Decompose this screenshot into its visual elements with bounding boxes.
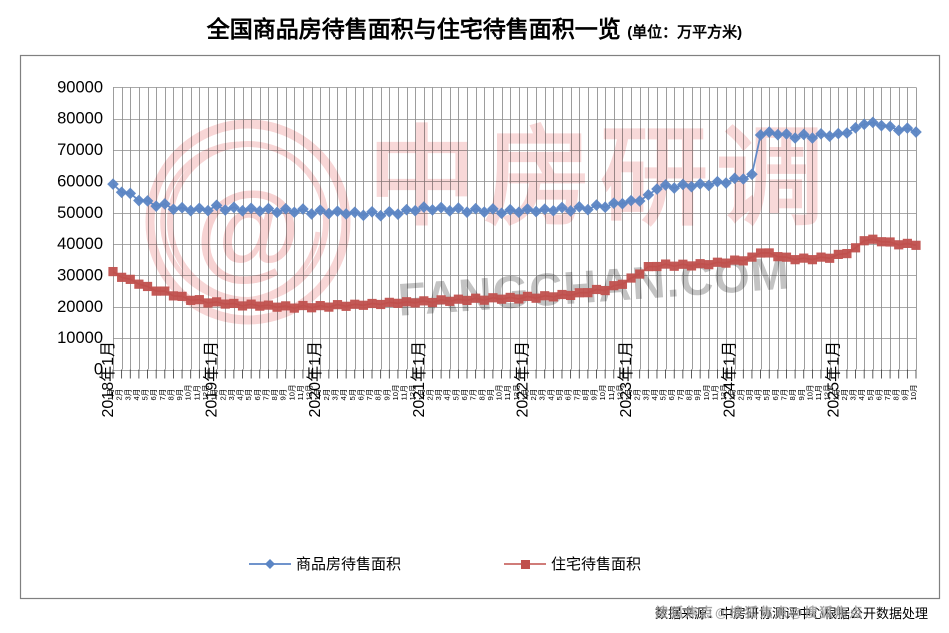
svg-text:60000: 60000	[57, 172, 103, 190]
svg-text:2023年1月: 2023年1月	[617, 341, 635, 418]
svg-text:2022年1月: 2022年1月	[513, 341, 531, 418]
svg-text:3月: 3月	[330, 389, 339, 401]
svg-text:4月: 4月	[857, 389, 866, 401]
svg-text:10月: 10月	[287, 384, 296, 400]
svg-text:6月: 6月	[253, 389, 262, 401]
svg-text:7月: 7月	[676, 389, 685, 401]
svg-text:40000: 40000	[57, 235, 103, 253]
svg-text:8月: 8月	[270, 389, 279, 401]
svg-text:7月: 7月	[365, 389, 374, 401]
svg-text:5月: 5月	[659, 389, 668, 401]
svg-text:4月: 4月	[443, 389, 452, 401]
svg-text:2020年1月: 2020年1月	[306, 341, 324, 418]
svg-text:2024年1月: 2024年1月	[721, 341, 739, 418]
svg-text:4月: 4月	[132, 389, 141, 401]
svg-text:5月: 5月	[348, 389, 357, 401]
svg-text:6月: 6月	[564, 389, 573, 401]
svg-text:9月: 9月	[486, 389, 495, 401]
svg-text:11月: 11月	[192, 385, 201, 400]
svg-text:9月: 9月	[382, 389, 391, 401]
svg-text:4月: 4月	[754, 389, 763, 401]
svg-text:7月: 7月	[779, 389, 788, 401]
svg-text:10000: 10000	[57, 329, 103, 347]
svg-text:10月: 10月	[598, 384, 607, 400]
svg-text:6月: 6月	[149, 389, 158, 401]
svg-text:80000: 80000	[57, 110, 103, 128]
svg-text:3月: 3月	[227, 389, 236, 401]
svg-text:8月: 8月	[581, 389, 590, 401]
svg-text:3月: 3月	[641, 389, 650, 401]
svg-text:20000: 20000	[57, 298, 103, 316]
svg-text:11月: 11月	[503, 385, 512, 400]
svg-text:@: @	[195, 169, 300, 290]
svg-text:2018年1月: 2018年1月	[99, 341, 117, 418]
svg-text:9月: 9月	[797, 389, 806, 401]
svg-text:10月: 10月	[909, 384, 918, 400]
svg-text:50000: 50000	[57, 204, 103, 222]
svg-text:70000: 70000	[57, 141, 103, 159]
svg-text:6月: 6月	[460, 389, 469, 401]
svg-text:8月: 8月	[892, 389, 901, 401]
svg-text:2025年1月: 2025年1月	[824, 341, 842, 418]
svg-text:2019年1月: 2019年1月	[203, 341, 221, 418]
svg-text:6月: 6月	[874, 389, 883, 401]
svg-text:8月: 8月	[166, 389, 175, 401]
svg-text:11月: 11月	[814, 385, 823, 400]
svg-text:90000: 90000	[57, 78, 103, 96]
svg-text:4月: 4月	[546, 389, 555, 401]
svg-text:30000: 30000	[57, 266, 103, 284]
svg-text:2021年1月: 2021年1月	[410, 341, 428, 418]
svg-text:10月: 10月	[702, 384, 711, 400]
